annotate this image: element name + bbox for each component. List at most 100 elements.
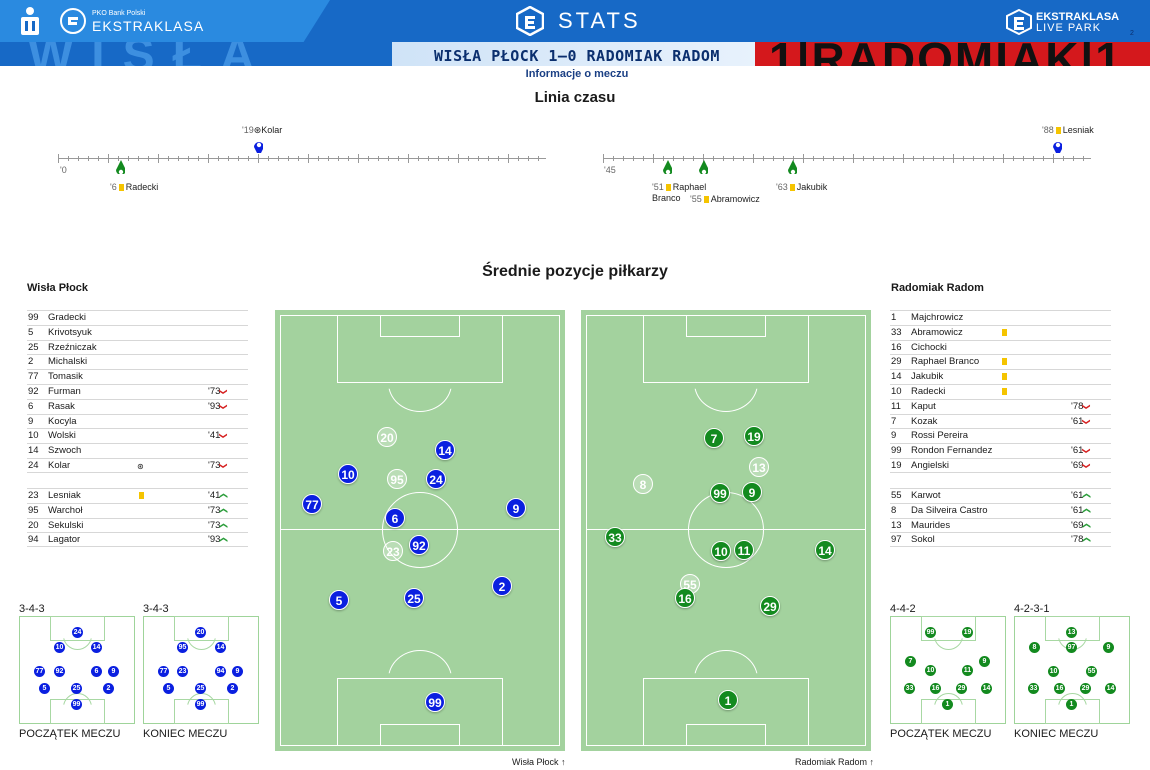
player-marker[interactable]: 29: [760, 596, 780, 616]
player-marker[interactable]: 19: [744, 426, 764, 446]
player-marker[interactable]: 7: [704, 428, 724, 448]
player-marker[interactable]: 9: [742, 482, 762, 502]
timeline-event-goal[interactable]: '19⊛Kolar: [242, 125, 282, 136]
sub-time: '69 ❯: [1071, 459, 1091, 473]
timeline-pin-icon[interactable]: [698, 160, 708, 174]
away-starters-list: 1 Majchrowicz 33 Abramowicz 16 Cichocki 29 Raph…: [890, 310, 1111, 473]
player-marker[interactable]: 23: [383, 541, 403, 561]
timeline-tick: [508, 154, 509, 163]
away-formation-start: 4-4-2: [890, 603, 916, 615]
player-marker[interactable]: 92: [409, 535, 429, 555]
player-marker[interactable]: 1: [718, 690, 738, 710]
roster-row[interactable]: 10 Wolski '41 ❯: [27, 428, 248, 443]
banner-home: WISŁA: [0, 42, 392, 66]
player-marker[interactable]: 13: [749, 457, 769, 477]
timeline-event-card[interactable]: '55 Abramowicz: [690, 194, 760, 204]
player-number: 7: [891, 415, 897, 427]
roster-row[interactable]: 55 Karwot '61 ❯: [890, 488, 1111, 503]
timeline-event-card[interactable]: '63 Jakubik: [776, 182, 827, 192]
timeline-pin-icon[interactable]: [787, 160, 797, 174]
roster-row[interactable]: 7 Kozak '61 ❯: [890, 413, 1111, 429]
roster-row[interactable]: 29 Raphael Branco: [890, 354, 1111, 369]
player-marker[interactable]: 20: [377, 427, 397, 447]
roster-row[interactable]: 97 Sokol '78 ❯: [890, 532, 1111, 548]
player-marker[interactable]: 2: [492, 576, 512, 596]
roster-row[interactable]: 6 Rasak '93 ❯: [27, 398, 248, 414]
roster-row[interactable]: 23 Lesniak '41 ❯: [27, 488, 248, 503]
roster-row[interactable]: 13 Maurides '69 ❯: [890, 517, 1111, 533]
player-marker[interactable]: 77: [302, 494, 322, 514]
roster-row[interactable]: 33 Abramowicz: [890, 324, 1111, 340]
sub-minute: '78: [1071, 400, 1084, 412]
yellow-card-icon: [1055, 127, 1061, 135]
mini-player-marker: 13: [1066, 627, 1077, 638]
roster-row[interactable]: 94 Lagator '93 ❯: [27, 532, 248, 548]
timeline-tick: [833, 156, 834, 161]
roster-row[interactable]: 9 Rossi Pereira: [890, 428, 1111, 443]
mini-player-marker: 6: [91, 666, 102, 677]
player-number: 16: [891, 341, 902, 353]
home-direction-label: Wisła Płock ↑: [512, 757, 566, 767]
home-team-name: Wisła Płock: [27, 282, 89, 294]
league-name: EKSTRAKLASA: [92, 18, 205, 34]
player-marker[interactable]: 95: [387, 469, 407, 489]
player-marker[interactable]: 5: [329, 590, 349, 610]
home-formation-end-mini: 20 95 14 77 23 94 9 5 25 2 99: [143, 616, 259, 724]
player-marker[interactable]: 11: [734, 540, 754, 560]
timeline-pin-icon[interactable]: [253, 139, 263, 153]
mini-player-marker: 99: [925, 627, 936, 638]
sub-time: '61 ❯: [1071, 444, 1091, 458]
player-name: Maurides: [911, 519, 951, 531]
player-marker[interactable]: 24: [426, 469, 446, 489]
roster-row[interactable]: 77 Tomasik: [27, 369, 248, 384]
player-marker[interactable]: 9: [506, 498, 526, 518]
player-marker[interactable]: 16: [675, 588, 695, 608]
timeline-pin-icon[interactable]: [1052, 139, 1062, 153]
mini-player-marker: 19: [962, 627, 973, 638]
player-marker[interactable]: 10: [711, 541, 731, 561]
roster-row[interactable]: 1 Majchrowicz: [890, 310, 1111, 325]
timeline-title: Linia czasu: [534, 89, 616, 106]
roster-row[interactable]: 8 Da Silveira Castro '61 ❯: [890, 502, 1111, 518]
roster-row[interactable]: 2 Michalski: [27, 354, 248, 369]
player-marker[interactable]: 99: [710, 483, 730, 503]
roster-row[interactable]: 24 Kolar ⊛ '73 ❯: [27, 457, 248, 473]
roster-row[interactable]: 19 Angielski '69 ❯: [890, 457, 1111, 473]
player-marker[interactable]: 25: [404, 588, 424, 608]
mini-player-marker: 33: [904, 683, 915, 694]
roster-row[interactable]: 11 Kaput '78 ❯: [890, 398, 1111, 414]
mini-player-marker: 29: [956, 683, 967, 694]
player-marker[interactable]: 14: [815, 540, 835, 560]
roster-row[interactable]: 5 Krivotsyuk: [27, 324, 248, 340]
mini-player-marker: 99: [71, 699, 82, 710]
roster-row[interactable]: 99 Rondon Fernandez '61 ❯: [890, 443, 1111, 458]
pko-logo-icon: [21, 7, 39, 35]
timeline-event-card[interactable]: '51 Raphael Branco: [652, 182, 712, 204]
timeline-pin-icon[interactable]: [662, 160, 672, 174]
player-marker[interactable]: 33: [605, 527, 625, 547]
roster-row[interactable]: 9 Kocyla: [27, 413, 248, 429]
player-marker[interactable]: 6: [385, 508, 405, 528]
info-link[interactable]: Informacje o meczu: [525, 68, 629, 80]
player-marker[interactable]: 10: [338, 464, 358, 484]
timeline-event-card[interactable]: '6 Radecki: [110, 182, 158, 192]
roster-row[interactable]: 10 Radecki: [890, 383, 1111, 399]
roster-row[interactable]: 25 Rzeźniczak: [27, 339, 248, 355]
timeline-tick: [893, 156, 894, 161]
player-marker[interactable]: 99: [425, 692, 445, 712]
timeline-pin-icon[interactable]: [115, 160, 125, 174]
timeline-tick: [713, 156, 714, 161]
roster-row[interactable]: 95 Warchoł '73 ❯: [27, 502, 248, 518]
roster-row[interactable]: 99 Gradecki: [27, 310, 248, 325]
player-marker[interactable]: 8: [633, 474, 653, 494]
event-minute: '55: [690, 194, 702, 204]
roster-row[interactable]: 20 Sekulski '73 ❯: [27, 517, 248, 533]
timeline-event-card[interactable]: '88 Lesniak: [1042, 125, 1094, 135]
timeline-tick: [238, 156, 239, 161]
roster-row[interactable]: 14 Szwoch: [27, 443, 248, 458]
player-number: 8: [891, 504, 897, 516]
roster-row[interactable]: 92 Furman '73 ❯: [27, 383, 248, 399]
roster-row[interactable]: 16 Cichocki: [890, 339, 1111, 355]
player-marker[interactable]: 14: [435, 440, 455, 460]
roster-row[interactable]: 14 Jakubik: [890, 369, 1111, 384]
